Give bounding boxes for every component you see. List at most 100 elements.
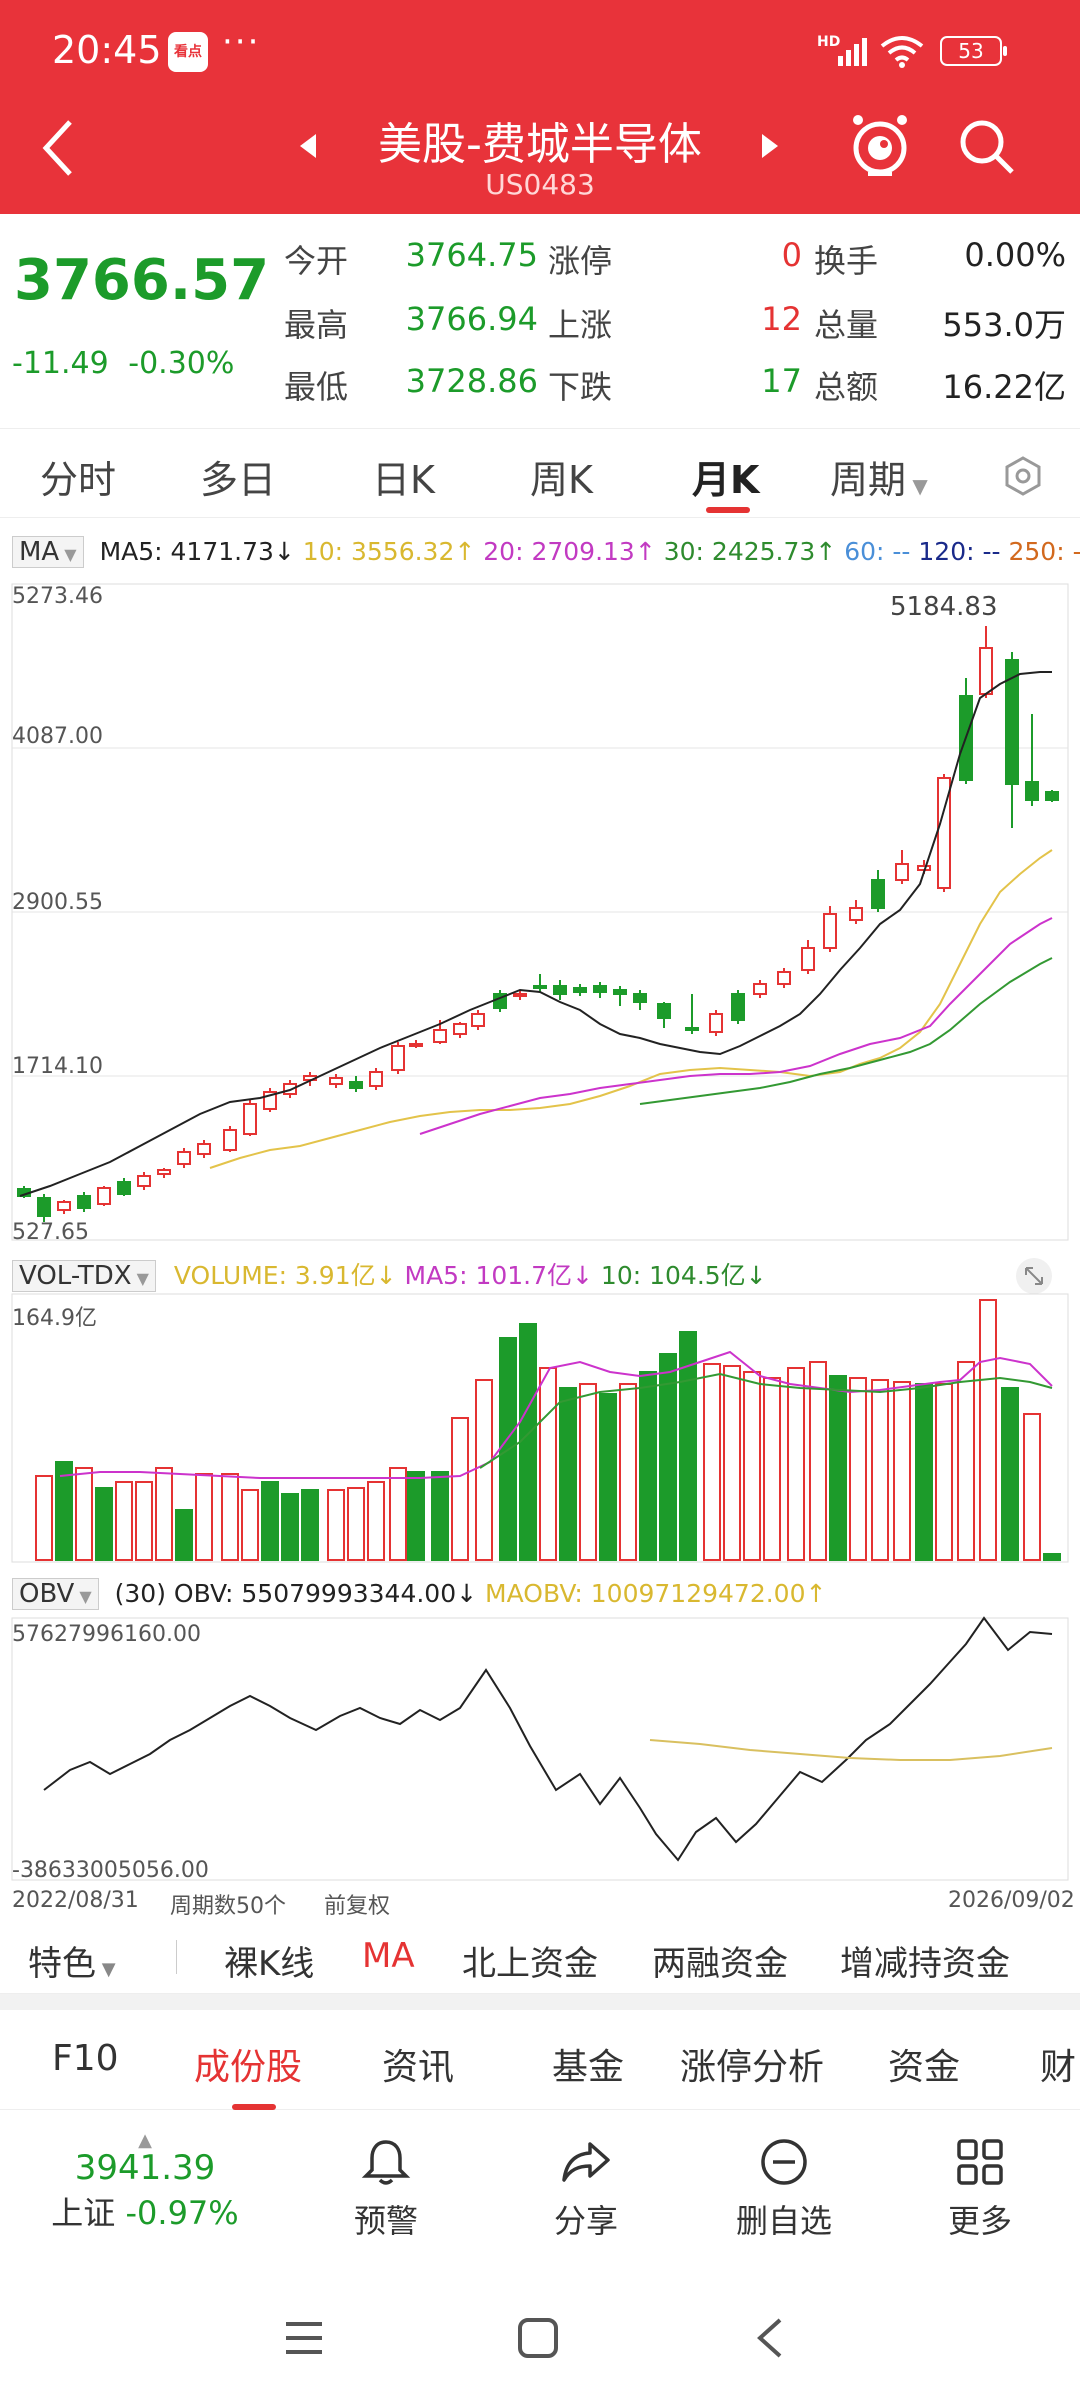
volume-bar [659, 1353, 677, 1561]
naked-k-button[interactable]: 裸K线 [224, 1944, 315, 1984]
candle-body [801, 947, 815, 971]
index-ticker[interactable]: ▲ 3941.39 上证 -0.97% [20, 2130, 270, 2234]
tab-weekly-k[interactable]: 周K [530, 458, 593, 502]
volume-bar [431, 1471, 449, 1561]
volume-bar [35, 1475, 53, 1561]
ma20-value: 20: 2709.13↑ [483, 537, 656, 566]
candle-body [553, 985, 567, 995]
ma-selector[interactable]: MA ▼ [12, 536, 84, 568]
volume-chart[interactable] [0, 1292, 1080, 1564]
grid-icon [957, 2139, 1003, 2185]
more-notifications-icon: ··· [222, 22, 261, 62]
system-nav-bar [0, 2290, 1080, 2400]
next-stock-icon[interactable] [760, 132, 780, 160]
tab-multiday[interactable]: 多日 [200, 458, 277, 502]
candle-body [223, 1129, 237, 1151]
candle-body [895, 863, 909, 881]
candle-body [409, 1043, 423, 1047]
battery-icon: 53 [940, 36, 1007, 66]
chart-settings-icon[interactable] [1002, 455, 1044, 497]
y-axis-label: 2900.55 [12, 890, 103, 915]
obv-chart[interactable] [0, 1614, 1080, 1884]
more-button[interactable]: 更多 [900, 2136, 1060, 2242]
feature-menu-label: 特色 [28, 1944, 96, 1984]
tab-monthly-k[interactable]: 月K [692, 458, 760, 502]
share-button[interactable]: 分享 [506, 2136, 666, 2242]
y-axis-label: 1714.10 [12, 1054, 103, 1079]
home-icon[interactable] [516, 2316, 560, 2360]
vol-selector[interactable]: VOL-TDX ▼ [12, 1260, 156, 1292]
prev-stock-icon[interactable] [298, 132, 318, 160]
vol-selector-label: VOL-TDX [19, 1261, 132, 1291]
volume-bar [1023, 1413, 1041, 1561]
candle-body [329, 1077, 343, 1085]
ma-button[interactable]: MA [362, 1936, 415, 1976]
volume-bar [1001, 1387, 1019, 1561]
volume-bar [281, 1493, 299, 1561]
candle-body [243, 1103, 257, 1135]
back-icon[interactable] [40, 118, 76, 178]
stat-label: 总额 [814, 368, 879, 406]
expand-icon[interactable] [1014, 1256, 1054, 1296]
search-icon[interactable] [958, 118, 1016, 176]
tab-constituents[interactable]: 成份股 [194, 2047, 303, 2088]
feature-menu[interactable]: 特色 ▼ [28, 1936, 116, 1985]
candle-body [849, 907, 863, 921]
high-value: 3766.94 [405, 300, 538, 338]
tab-period[interactable]: 周期 ▼ [830, 449, 928, 504]
tab-capital[interactable]: 资金 [888, 2047, 961, 2088]
holdings-change-button[interactable]: 增减持资金 [840, 1944, 1010, 1984]
alert-label: 预警 [353, 2202, 418, 2240]
volume-value: VOLUME: 3.91亿↓ [173, 1261, 397, 1290]
candle-body [777, 971, 791, 985]
candle-body [731, 993, 745, 1021]
margin-funds-button[interactable]: 两融资金 [652, 1944, 788, 1984]
tab-period-label: 周期 [830, 458, 907, 502]
assistant-icon[interactable] [848, 112, 912, 178]
volume-bar [407, 1471, 425, 1561]
obv-selector[interactable]: OBV ▼ [12, 1578, 99, 1610]
volume-bar [703, 1363, 721, 1561]
maobv-value: MAOBV: 10097129472.00↑ [485, 1579, 827, 1608]
volume-bar [639, 1371, 657, 1561]
up-arrow-icon: ▲ [138, 2130, 152, 2151]
vol-y-max: 164.9亿 [12, 1306, 97, 1331]
candle-body [137, 1175, 151, 1187]
candle-body [709, 1013, 723, 1033]
candle-body [453, 1023, 467, 1035]
tab-financial[interactable]: 财 [1040, 2047, 1077, 2088]
northbound-funds-button[interactable]: 北上资金 [462, 1944, 598, 1984]
chart-period-tabs: 分时 多日 日K 周K 月K 周期 ▼ [0, 428, 1080, 518]
volume-bar [221, 1473, 239, 1561]
open-value: 3764.75 [405, 236, 538, 274]
active-tab-indicator [706, 507, 750, 513]
info-tabs: F10 成份股 资讯 基金 涨停分析 资金 财 [0, 2010, 1080, 2110]
x-axis-end: 2026/09/02 [948, 1888, 1075, 1913]
ma5-value: MA5: 4171.73↓ [99, 537, 295, 566]
menu-icon[interactable] [282, 2318, 326, 2358]
back-nav-icon[interactable] [752, 2316, 788, 2360]
x-axis-start: 2022/08/31 [12, 1888, 139, 1913]
volume-bar [519, 1323, 537, 1561]
tab-f10[interactable]: F10 [52, 2038, 119, 2079]
volume-bar [809, 1361, 827, 1561]
volume-bar [829, 1375, 847, 1561]
tab-intraday[interactable]: 分时 [40, 458, 117, 502]
alert-button[interactable]: 预警 [306, 2136, 466, 2242]
candle-body [349, 1081, 363, 1089]
active-tab-indicator [232, 2104, 276, 2110]
minus-circle-icon [761, 2139, 807, 2185]
volume-bar [539, 1367, 557, 1561]
tab-limit-up-analysis[interactable]: 涨停分析 [680, 2047, 825, 2088]
chevron-down-icon: ▼ [906, 474, 928, 498]
remove-watchlist-button[interactable]: 删自选 [704, 2136, 864, 2242]
ma10-value: 10: 3556.32↑ [302, 537, 476, 566]
candlestick-chart[interactable] [0, 574, 1080, 1246]
tab-daily-k[interactable]: 日K [372, 458, 435, 502]
index-value: 3941.39 [74, 2148, 216, 2188]
stat-label: 总量 [814, 306, 879, 344]
tab-news[interactable]: 资讯 [382, 2047, 455, 2088]
obv-info-row: OBV ▼ (30) OBV: 55079993344.00↓ MAOBV: 1… [12, 1578, 826, 1610]
candle-body [513, 993, 527, 997]
tab-funds[interactable]: 基金 [552, 2047, 625, 2088]
